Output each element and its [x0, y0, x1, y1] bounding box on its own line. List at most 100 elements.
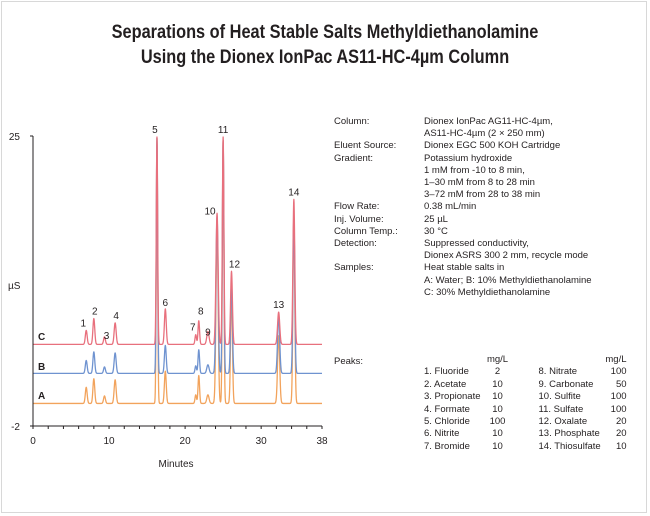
x-tick-label: 30 [256, 436, 268, 447]
peaks-row: 5. Chloride 100 12. Oxalate 20 [424, 416, 627, 428]
condition-line: Suppressed conductivity, [424, 238, 529, 250]
peak-label-2: 2 [92, 307, 98, 318]
condition-key: Gradient: [334, 152, 374, 164]
condition-line: A: Water; B: 10% Methyldiethanolamine [424, 274, 592, 286]
peak-name: 12. Oxalate [538, 416, 588, 428]
peak-name: 6. Nitrite [424, 428, 460, 440]
y-tick-label: -2 [11, 422, 20, 433]
peak-amount: 10 [492, 440, 503, 452]
peak-amount: 10 [492, 403, 503, 415]
condition-line: Dionex ASRS 300 2 mm, recycle mode [424, 250, 589, 262]
condition-value: 0.38 mL/min [424, 201, 638, 213]
peaks-row: 1. Fluoride 2 8. Nitrate 100 [424, 366, 627, 378]
header-spacer [539, 354, 605, 366]
peak-label-5: 5 [152, 125, 158, 136]
trace-b [32, 137, 323, 375]
peak-amount: 100 [610, 403, 627, 415]
column-gap [515, 404, 539, 416]
condition-key: Samples: [334, 262, 374, 274]
peak-amount: 100 [610, 391, 627, 403]
peak-label-3: 3 [104, 331, 110, 342]
condition-key: Column: [334, 116, 370, 127]
column-gap [515, 391, 539, 403]
column-gap [515, 366, 539, 378]
condition-value: Dionex IonPac AG11-HC-4µm, AS11-HC-4µm (2… [424, 116, 638, 140]
peak-amount: 100 [489, 416, 506, 428]
peak-label-4: 4 [113, 311, 119, 322]
chart-title: Separations of Heat Stable Salts Methyld… [46, 20, 605, 70]
x-tick-label: 20 [180, 436, 192, 447]
condition-line: 3–72 mM from 28 to 38 min [424, 189, 541, 201]
y-axis-label: µS [8, 281, 21, 292]
y-tick-label: 25 [9, 132, 21, 143]
condition-line: Dionex EGC 500 KOH Cartridge [424, 140, 561, 152]
condition-key: Column Temp.: [334, 225, 398, 237]
peak-name: 2. Acetate [424, 378, 467, 390]
condition-key: Inj. Volume: [334, 213, 384, 225]
peak-amount: 10 [492, 428, 503, 440]
peak-name: 3. Propionate [424, 391, 481, 403]
condition-row: Column: Dionex IonPac AG11-HC-4µm, AS11-HC… [334, 116, 638, 140]
condition-line: C: 30% Methyldiethanolamine [424, 286, 551, 298]
trace-a [32, 137, 323, 405]
peaks-header-row: mg/L mg/L [424, 354, 627, 366]
x-tick-label: 10 [103, 436, 115, 447]
x-tick-label: 0 [30, 436, 36, 447]
condition-line: AS11-HC-4µm (2 × 250 mm) [424, 128, 545, 140]
column-gap [515, 416, 539, 428]
condition-value: 25 µL [424, 214, 638, 226]
condition-row: Column Temp.: 30 °C [334, 226, 638, 238]
peak-name: 11. Sulfate [538, 403, 584, 415]
peak-amount: 10 [492, 378, 503, 390]
header-spacer [424, 354, 481, 366]
peak-amount: 20 [615, 428, 627, 440]
peak-amount: 10 [615, 440, 627, 452]
peaks-table: mg/L mg/L 1. Fluoride 2 8. Nitrate 100 2. Acet… [424, 354, 627, 453]
peak-label-1: 1 [80, 318, 86, 329]
condition-key: Eluent Source: [334, 140, 397, 152]
condition-row: Samples: Heat stable salts in A: Water; B:… [334, 262, 638, 299]
peaks-row: 2. Acetate 10 9. Carbonate 50 [424, 379, 627, 391]
x-tick-label: 38 [316, 436, 328, 447]
peak-label-9: 9 [205, 327, 211, 338]
peaks-row: 6. Nitrite 10 13. Phosphate 20 [424, 428, 627, 440]
condition-line: 1–30 mM from 8 to 28 min [424, 177, 535, 189]
unit-label: mg/L [486, 354, 509, 365]
peak-name: 13. Phosphate [538, 428, 600, 440]
peak-label-10: 10 [204, 206, 216, 217]
condition-row: Detection: Suppressed conductivity, Dionex… [334, 238, 638, 262]
condition-line: 25 µL [424, 213, 448, 225]
peak-name: 4. Formate [424, 403, 470, 415]
condition-line: Heat stable salts in [424, 262, 505, 274]
peak-name: 8. Nitrate [538, 366, 578, 378]
peak-label-7: 7 [190, 323, 196, 334]
peaks-row: 3. Propionate 10 10. Sulfite 100 [424, 391, 627, 403]
peak-label-13: 13 [273, 300, 285, 311]
peak-label-12: 12 [229, 259, 241, 270]
trace-label-a: A [38, 391, 45, 402]
peak-name: 10. Sulfite [538, 391, 581, 403]
peak-name: 9. Carbonate [538, 378, 594, 390]
x-axis-label: Minutes [158, 459, 193, 470]
peak-name: 5. Chloride [424, 416, 470, 428]
column-gap [515, 379, 539, 391]
peak-label-11: 11 [218, 125, 229, 136]
peak-label-14: 14 [288, 187, 300, 198]
peak-label-8: 8 [198, 307, 204, 318]
header-spacer [515, 354, 539, 366]
condition-line: 1 mM from -10 to 8 min, [424, 164, 525, 176]
peak-name: 7. Bromide [424, 440, 470, 452]
peaks-row: 4. Formate 10 11. Sulfate 100 [424, 404, 627, 416]
conditions-list: Column: Dionex IonPac AG11-HC-4µm, AS11-HC… [334, 116, 638, 299]
peaks-label: Peaks: [334, 356, 364, 367]
condition-line: 0.38 mL/min [424, 201, 477, 213]
condition-value: Dionex EGC 500 KOH Cartridge [424, 140, 638, 152]
column-gap [515, 428, 539, 440]
title-line-2: Using the Dionex IonPac AS11-HC-4µm Colu… [140, 47, 510, 68]
trace-label-c: C [38, 332, 45, 343]
title-line-1: Separations of Heat Stable Salts Methyld… [111, 22, 539, 43]
condition-value: 30 °C [424, 226, 638, 238]
